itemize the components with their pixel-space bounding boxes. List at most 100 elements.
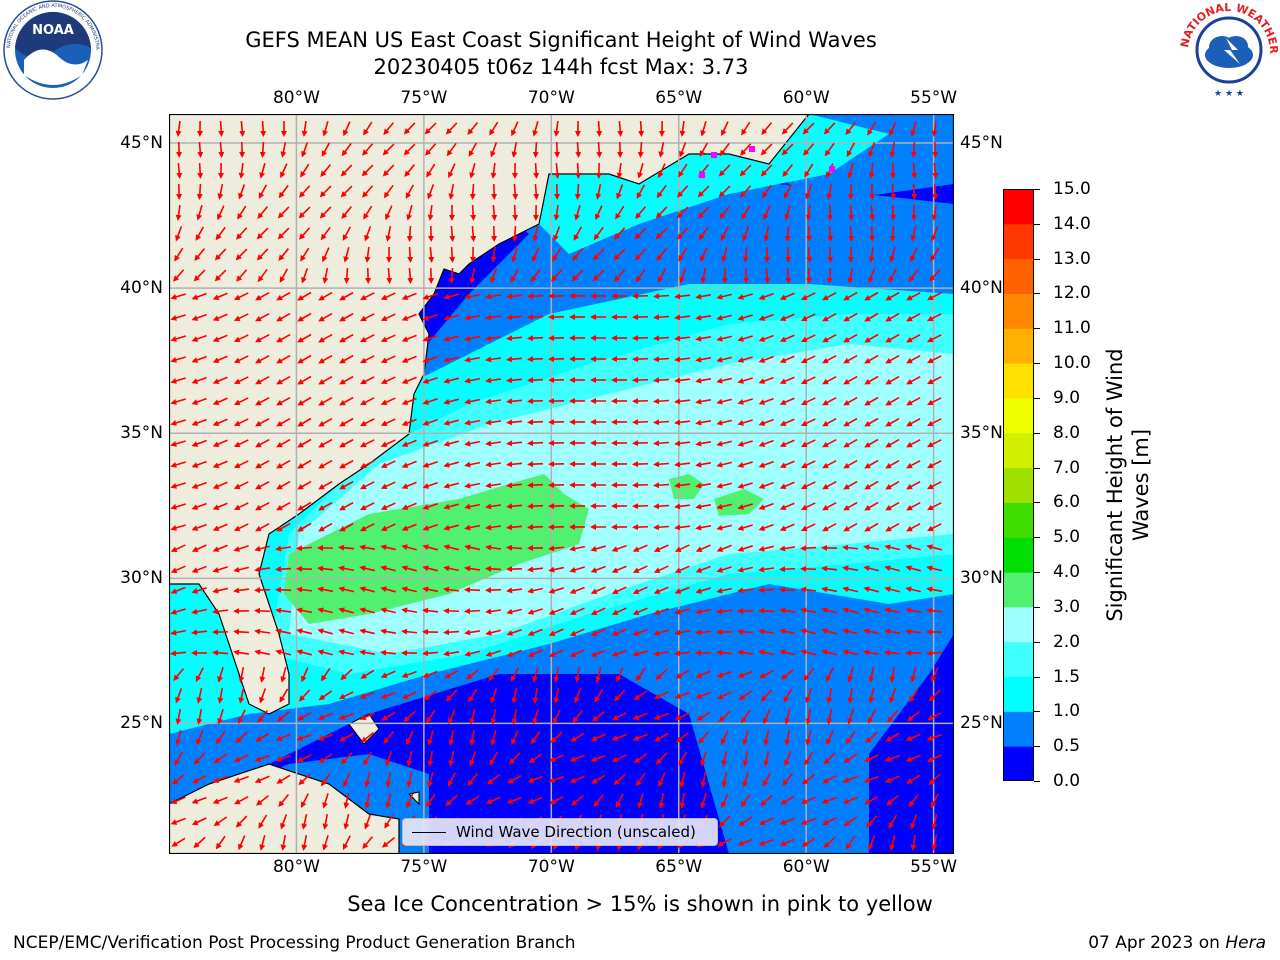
wave-arrow [422,440,438,447]
wave-arrow [403,143,416,156]
wave-arrow [443,650,460,657]
wave-arrow [527,419,544,426]
wave-arrow [826,687,833,704]
wave-arrow [864,501,879,511]
wave-arrow [443,629,460,636]
wave-arrow [716,461,732,468]
wave-arrow [847,163,854,179]
lat-tick-label: 35°N [120,423,163,444]
wave-arrow [674,586,690,594]
wave-arrow [364,792,371,809]
wave-arrow [785,267,792,284]
wave-arrow [868,162,875,179]
wave-arrow [235,248,248,261]
wave-arrow [884,565,900,572]
wave-arrow [485,482,502,489]
wave-arrow [571,794,584,806]
wave-arrow [826,708,833,725]
wave-arrow [885,480,900,490]
wave-arrow [760,164,773,177]
wave-arrow [885,396,900,406]
wave-arrow [763,750,770,767]
wave-arrow [779,334,795,342]
wave-arrow [533,162,540,179]
wave-arrow [380,628,397,635]
wave-arrow [359,649,376,656]
wave-arrow [191,587,207,594]
wave-arrow [380,670,396,678]
wave-arrow [843,501,858,511]
wave-arrow [533,183,540,200]
wave-arrow [674,608,690,615]
colorbar-segment [1003,432,1034,469]
wave-arrow [911,162,918,179]
wave-arrow [217,667,224,683]
wave-arrow [554,162,561,179]
wave-arrow [737,670,753,678]
wave-arrow [506,503,523,510]
wave-arrow [695,335,712,342]
wave-arrow [863,775,879,783]
wave-arrow [805,730,812,746]
wave-arrow [758,355,774,363]
wave-arrow [259,163,266,179]
wave-arrow [254,649,271,656]
colorbar-tick-mark [1034,328,1040,330]
wave-arrow [676,185,689,198]
wave-arrow [719,142,730,157]
wave-arrow [464,293,481,300]
wave-arrow [885,291,900,301]
wave-arrow [254,545,270,552]
wave-arrow [779,481,795,489]
wave-height-map [169,114,954,854]
wave-arrow [212,775,228,783]
wave-arrow [843,354,858,364]
wave-arrow [553,120,560,137]
wave-arrow [298,689,311,702]
wave-arrow [342,226,352,241]
wave-arrow [192,774,207,784]
wave-arrow [779,460,795,468]
wave-arrow [360,669,375,679]
wave-arrow [742,246,749,263]
wave-arrow [864,438,879,448]
wave-arrow [317,733,333,741]
wave-arrow [863,649,880,656]
wave-arrow [338,649,355,656]
wave-arrow [716,482,732,489]
wave-arrow [318,690,333,701]
wave-arrow [385,771,392,788]
wave-arrow [716,587,733,594]
wave-arrow [887,710,899,723]
wave-arrow [885,459,900,469]
wave-arrow [276,396,291,406]
wave-arrow [800,376,816,385]
wave-arrow [217,205,225,221]
wave-arrow [173,668,185,681]
wave-arrow [635,667,646,682]
wave-arrow [255,523,270,532]
wave-arrow [506,544,523,551]
wave-arrow [423,690,438,701]
wave-arrow [695,398,712,405]
wave-arrow [255,439,270,448]
lat-tick-label: 30°N [960,568,1003,589]
wave-arrow [464,419,481,426]
colorbar-tick-mark [1034,432,1040,434]
wave-arrow [842,544,859,551]
wave-arrow [297,333,312,343]
wave-arrow [191,355,207,363]
wave-arrow [632,461,649,468]
wave-arrow [511,141,518,158]
wave-arrow [909,688,919,703]
wave-arrow [233,566,249,573]
wave-arrow [885,312,900,322]
wave-arrow [235,731,248,744]
wave-arrow [255,334,270,343]
wave-arrow [364,246,371,263]
wave-arrow [826,267,833,284]
wave-arrow [191,376,207,384]
wave-arrow [632,503,649,510]
wave-arrow [863,607,879,614]
wave-arrow [255,418,270,427]
